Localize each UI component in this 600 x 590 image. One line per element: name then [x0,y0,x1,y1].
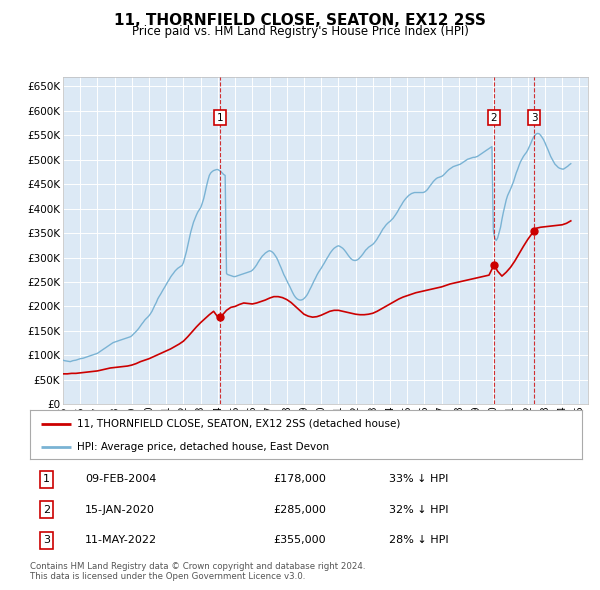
Text: 33% ↓ HPI: 33% ↓ HPI [389,474,448,484]
Text: 11, THORNFIELD CLOSE, SEATON, EX12 2SS: 11, THORNFIELD CLOSE, SEATON, EX12 2SS [114,13,486,28]
Text: 1: 1 [217,113,223,123]
Text: 09-FEB-2004: 09-FEB-2004 [85,474,157,484]
Text: £285,000: £285,000 [273,505,326,514]
Text: 11, THORNFIELD CLOSE, SEATON, EX12 2SS (detached house): 11, THORNFIELD CLOSE, SEATON, EX12 2SS (… [77,419,400,429]
Text: Price paid vs. HM Land Registry's House Price Index (HPI): Price paid vs. HM Land Registry's House … [131,25,469,38]
Text: Contains HM Land Registry data © Crown copyright and database right 2024.
This d: Contains HM Land Registry data © Crown c… [30,562,365,581]
Text: 3: 3 [531,113,538,123]
Text: 3: 3 [43,535,50,545]
Text: 1: 1 [43,474,50,484]
Text: 11-MAY-2022: 11-MAY-2022 [85,535,157,545]
Text: 2: 2 [43,505,50,514]
Text: £178,000: £178,000 [273,474,326,484]
Text: £355,000: £355,000 [273,535,326,545]
Text: 2: 2 [491,113,497,123]
Text: 32% ↓ HPI: 32% ↓ HPI [389,505,448,514]
Text: 28% ↓ HPI: 28% ↓ HPI [389,535,448,545]
Text: HPI: Average price, detached house, East Devon: HPI: Average price, detached house, East… [77,442,329,452]
Text: 15-JAN-2020: 15-JAN-2020 [85,505,155,514]
